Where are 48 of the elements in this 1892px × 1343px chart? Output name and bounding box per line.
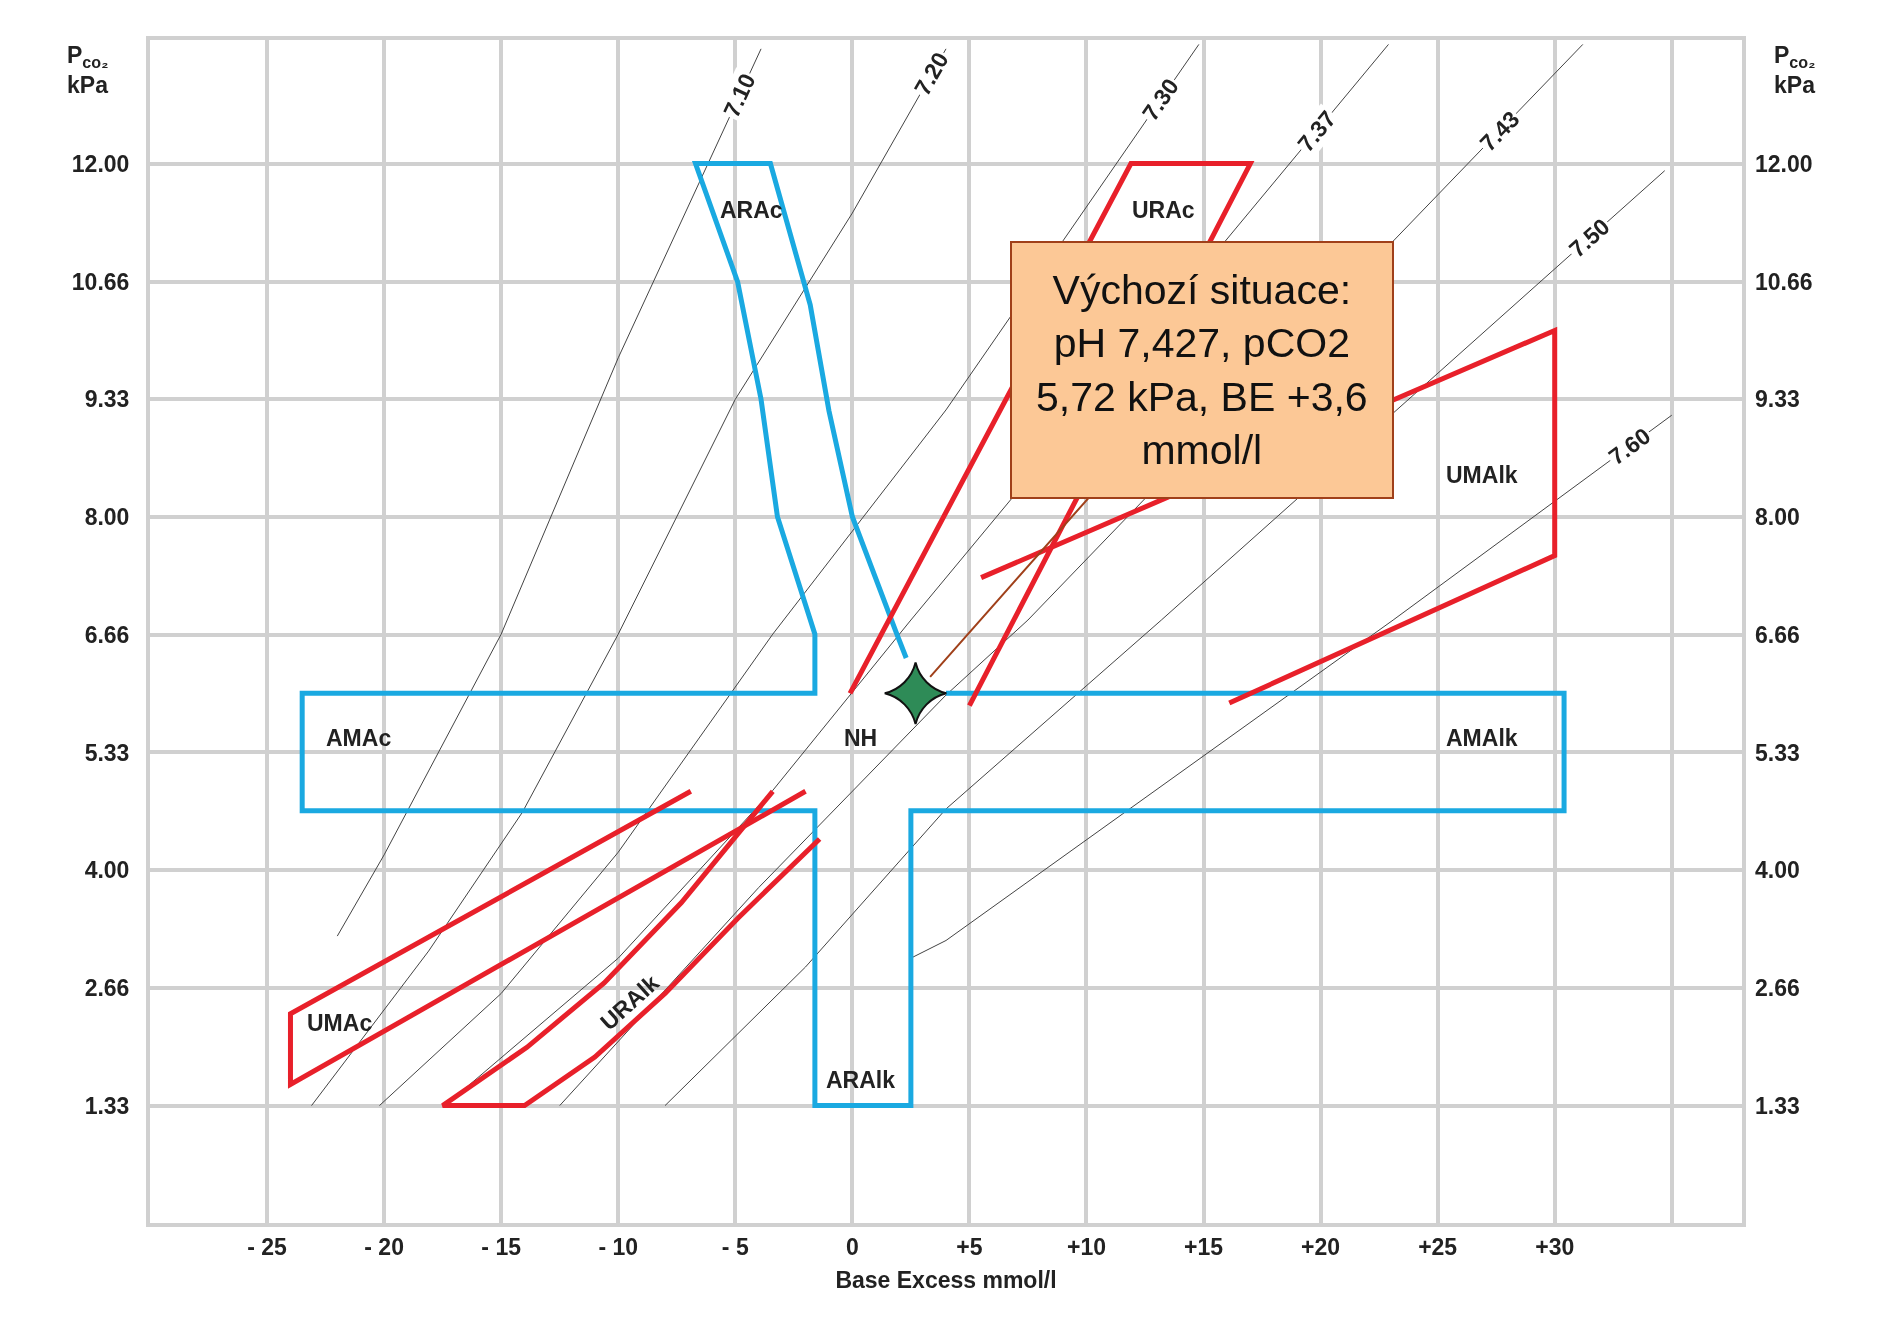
y2-tick-label: 1.33 (1755, 1092, 1800, 1119)
x-tick-label: +10 (1066, 1233, 1106, 1260)
x-tick-label: +20 (1301, 1233, 1341, 1260)
y2-tick-label: 12.00 (1755, 150, 1813, 177)
annotation: AMAlk (1446, 725, 1518, 751)
text: 7.60 (1603, 422, 1656, 471)
y2-axis-title: P$_{co₂}$ kPa (1774, 42, 1816, 98)
y2-tick-label: 2.66 (1755, 975, 1800, 1002)
annotation: NH (844, 725, 878, 751)
y-tick-label: 12.00 (71, 150, 130, 177)
annotation: Výchozí situace: pH 7,427, pCO2 5,72 kPa, BE +3,6 mmol/l (1036, 267, 1368, 473)
x-tick-label: - 10 (598, 1233, 639, 1260)
x-tick-label: - 5 (721, 1233, 749, 1260)
y-tick-label: 9.33 (84, 386, 130, 413)
y-tick-label: 5.33 (84, 739, 130, 766)
y-tick-label: 2.66 (84, 975, 130, 1002)
x-tick-label: +25 (1418, 1233, 1458, 1260)
line-series (910, 414, 1673, 959)
x-tick-label: - 20 (364, 1233, 404, 1260)
text: 7.20 (908, 47, 954, 100)
x-tick-label: - 15 (481, 1233, 522, 1260)
y-tick-label: 4.00 (84, 856, 130, 883)
y2-tick-label: 5.33 (1755, 739, 1800, 766)
x-tick-label: +30 (1535, 1233, 1575, 1260)
text: 7.50 (1563, 213, 1615, 263)
text: 7.43 (1474, 105, 1525, 157)
x-tick-label: +15 (1184, 1233, 1224, 1260)
x-axis-title: Base Excess mmol/l (835, 1266, 1057, 1293)
x-tick-label: +5 (956, 1233, 983, 1260)
annotation: ARAc (720, 197, 783, 223)
y-tick-label: 6.66 (84, 622, 130, 649)
x-tick-label: - 25 (247, 1233, 288, 1260)
annotation: ARAlk (826, 1067, 896, 1093)
y2-tick-label: 8.00 (1755, 503, 1800, 530)
y2-tick-label: 4.00 (1755, 856, 1800, 883)
y-tick-label: 10.66 (71, 268, 130, 295)
y-tick-label: 1.33 (84, 1092, 130, 1119)
annotation: UMAc (307, 1010, 373, 1036)
annotation: URAc (1132, 197, 1195, 223)
y2-tick-label: 6.66 (1755, 622, 1800, 649)
y-axis-title: P$_{co₂}$ kPa (67, 42, 109, 98)
y2-tick-label: 9.33 (1755, 386, 1800, 413)
y2-tick-label: 10.66 (1755, 268, 1813, 295)
annotation: UMAlk (1446, 462, 1518, 488)
text: 7.10 (718, 69, 761, 122)
annotation: AMAc (326, 725, 392, 751)
y-tick-label: 8.00 (84, 503, 130, 530)
x-tick-label: 0 (845, 1233, 859, 1260)
